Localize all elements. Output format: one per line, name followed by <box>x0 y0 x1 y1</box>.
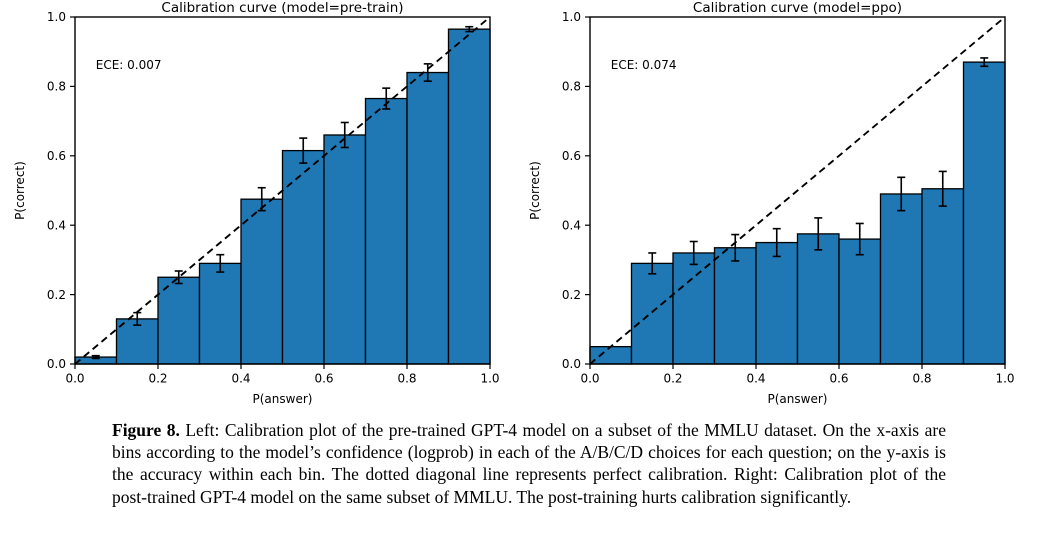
x-tick-label: 0.6 <box>829 372 848 386</box>
error-bar-1 <box>648 252 657 275</box>
calibration-bar-9 <box>447 28 491 365</box>
figure-caption-text: Left: Calibration plot of the pre-traine… <box>112 420 946 507</box>
error-bar-8 <box>938 170 947 207</box>
error-bar-0 <box>91 354 100 360</box>
y-axis-label: P(correct) <box>528 161 542 220</box>
y-tick-label: 1.0 <box>562 10 581 24</box>
calibration-bar-7 <box>879 193 923 365</box>
error-bar-5 <box>814 217 823 251</box>
calibration-bar-6 <box>838 238 882 365</box>
y-tick-label: 0.6 <box>47 149 66 163</box>
y-tick-label: 0.0 <box>47 357 66 371</box>
calibration-bar-6 <box>323 134 367 365</box>
error-bar-3 <box>731 233 740 262</box>
chart-calibration-ppo: 0.0 0.2 0.4 0.6 0.8 1.0 0.0 0.2 0.4 0.6 0.8 1.0 Cali… <box>527 0 1054 415</box>
error-bar-6 <box>340 121 349 149</box>
y-tick-label: 1.0 <box>47 10 66 24</box>
axes-box <box>589 16 1006 365</box>
ece-annotation: ECE: 0.074 <box>611 58 677 72</box>
error-bar-9 <box>980 57 989 68</box>
y-tick-label: 0.4 <box>562 218 581 232</box>
calibration-bar-0 <box>589 345 633 365</box>
calibration-bar-8 <box>406 71 450 365</box>
error-bar-4 <box>772 227 781 258</box>
error-bar-2 <box>174 270 183 285</box>
calibration-bar-1 <box>630 262 674 365</box>
error-bar-5 <box>299 137 308 164</box>
calibration-bar-5 <box>281 149 325 365</box>
error-bar-8 <box>423 63 432 82</box>
x-tick-label: 1.0 <box>995 372 1014 386</box>
calibration-bar-4 <box>240 198 284 365</box>
calibration-bar-3 <box>198 262 242 365</box>
calibration-bar-7 <box>364 97 408 365</box>
x-tick-label: 0.2 <box>148 372 167 386</box>
chart-title: Calibration curve (model=ppo) <box>693 0 902 16</box>
y-tick-label: 0.2 <box>47 288 66 302</box>
chart-calibration-pretrain: 0.0 0.2 0.4 0.6 0.8 1.0 0.0 0.2 0.4 0.6 0.8 1.0 Cali… <box>0 0 527 415</box>
x-tick-label: 0.8 <box>397 372 416 386</box>
calibration-bar-8 <box>921 188 965 365</box>
x-tick-label: 0.6 <box>314 372 333 386</box>
x-tick-label: 0.0 <box>580 372 599 386</box>
calibration-bar-5 <box>796 233 840 365</box>
error-bar-4 <box>257 186 266 212</box>
y-tick-label: 0.8 <box>562 80 581 94</box>
calibration-bar-9 <box>962 61 1006 365</box>
chart-title: Calibration curve (model=pre-train) <box>161 0 403 16</box>
x-tick-label: 0.4 <box>231 372 250 386</box>
error-bar-3 <box>216 253 225 273</box>
y-tick-label: 0.2 <box>562 288 581 302</box>
x-tick-label: 0.8 <box>912 372 931 386</box>
calibration-bar-3 <box>713 247 757 365</box>
y-axis-label: P(correct) <box>13 161 27 220</box>
axes-box <box>74 16 491 365</box>
ece-annotation: ECE: 0.007 <box>96 58 162 72</box>
error-bar-1 <box>133 311 142 326</box>
chart-canvas: 0.0 0.2 0.4 0.6 0.8 1.0 0.0 0.2 0.4 0.6 0.8 1.0 Cali… <box>528 0 1015 406</box>
x-tick-label: 0.4 <box>746 372 765 386</box>
error-bar-6 <box>855 222 864 256</box>
error-bar-2 <box>689 240 698 266</box>
figure-caption: Figure 8. Left: Calibration plot of the … <box>112 419 946 508</box>
y-tick-label: 0.6 <box>562 149 581 163</box>
y-tick-label: 0.8 <box>47 80 66 94</box>
calibration-bar-4 <box>755 241 799 365</box>
y-tick-label: 0.4 <box>47 218 66 232</box>
calibration-bar-2 <box>672 252 716 365</box>
error-bar-7 <box>897 176 906 212</box>
x-tick-label: 0.2 <box>663 372 682 386</box>
error-bar-7 <box>382 87 391 110</box>
figure-caption-label: Figure 8. <box>112 420 180 440</box>
perfect-calibration-line <box>74 16 491 365</box>
perfect-calibration-line <box>589 16 1006 365</box>
chart-canvas: 0.0 0.2 0.4 0.6 0.8 1.0 0.0 0.2 0.4 0.6 0.8 1.0 Cali… <box>13 0 500 406</box>
x-axis-label: P(answer) <box>768 392 828 406</box>
x-axis-label: P(answer) <box>253 392 313 406</box>
x-tick-label: 1.0 <box>480 372 499 386</box>
error-bar-9 <box>465 25 474 33</box>
y-tick-label: 0.0 <box>562 357 581 371</box>
x-tick-label: 0.0 <box>65 372 84 386</box>
